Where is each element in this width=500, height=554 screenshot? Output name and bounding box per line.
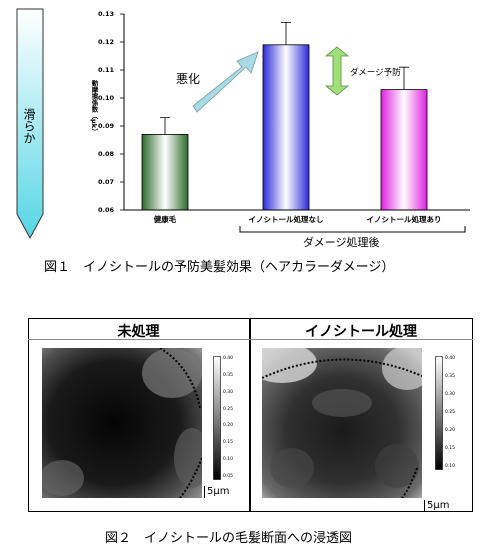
x-category-label: 健康毛 [153,215,177,224]
title-separator [28,339,473,340]
colorbar-tick-label: 0.10 [445,464,456,469]
panel-untreated-title: 未処理 [117,324,160,340]
panel-untreated-scale-label: 5μm [207,486,230,497]
panel-untreated-colorbar [213,356,221,480]
panel-divider [249,318,251,512]
y-axis-label: 動摩擦係数（μk） [90,80,98,135]
worsening-label: 悪化 [176,72,201,86]
panel-inositol-image [262,348,422,498]
y-tick-label: 0.13 [98,10,115,18]
smoothness-arrow [16,8,44,240]
error-bar-3 [399,66,409,90]
colorbar-tick-label: 0.40 [445,356,456,361]
panel-inositol-scale-label: 5μm [427,500,450,511]
colorbar-tick-label: 0.10 [223,457,234,463]
bar-2 [262,44,310,211]
error-bar-1 [160,117,170,135]
colorbar-tick-label: 0.20 [445,428,456,433]
figure-2-caption: 図２ イノシトールの毛髪断面への浸透図 [105,531,353,546]
y-tick-label: 0.09 [98,122,115,130]
colorbar-tick-label: 0.25 [445,410,456,415]
y-tick-label: 0.08 [98,150,115,158]
colorbar-tick-label: 0.30 [223,389,234,395]
colorbar-tick-label: 0.15 [445,446,456,451]
figure-1-caption: 図１ イノシトールの予防美髪効果（ヘアカラーダメージ） [44,260,395,275]
cross-section-frame [28,318,473,512]
bar-chart [120,13,470,233]
panel-inositol-colorbar [435,356,443,470]
colorbar-tick-label: 0.35 [445,374,456,379]
bar-1 [141,133,189,211]
y-tick-label: 0.11 [98,66,115,74]
panel-untreated-image [42,348,202,498]
panel-inositol-scalebar-line [424,500,425,512]
y-tick-label: 0.10 [98,94,115,102]
error-bar-2 [281,22,291,45]
y-tick-label: 0.12 [98,38,115,46]
colorbar-tick-label: 0.30 [445,392,456,397]
x-category-label: イノシトール処理あり [366,215,442,224]
colorbar-tick-label: 0.25 [223,406,234,412]
worsening-arrow [192,51,259,113]
damage-prevention-label: ダメージ予防 [350,68,401,78]
colorbar-tick-label: 0.35 [223,372,234,378]
damage-group-label: ダメージ処理後 [303,236,380,249]
y-tick-label: 0.06 [98,206,115,214]
colorbar-tick-label: 0.20 [223,423,234,429]
colorbar-tick-label: 0.40 [223,356,234,361]
y-tick-label: 0.07 [98,178,115,186]
colorbar-tick-label: 0.05 [223,474,234,479]
panel-untreated-scalebar-line [204,486,205,498]
damage-group-bracket [239,226,466,233]
smoothness-label: 滑らか [22,108,36,144]
bar-3 [380,89,428,211]
panel-inositol-title: イノシトール処理 [305,324,417,340]
x-category-label: イノシトール処理なし [248,215,324,224]
colorbar-tick-label: 0.15 [223,440,234,446]
damage-prevention-arrow [324,46,350,96]
